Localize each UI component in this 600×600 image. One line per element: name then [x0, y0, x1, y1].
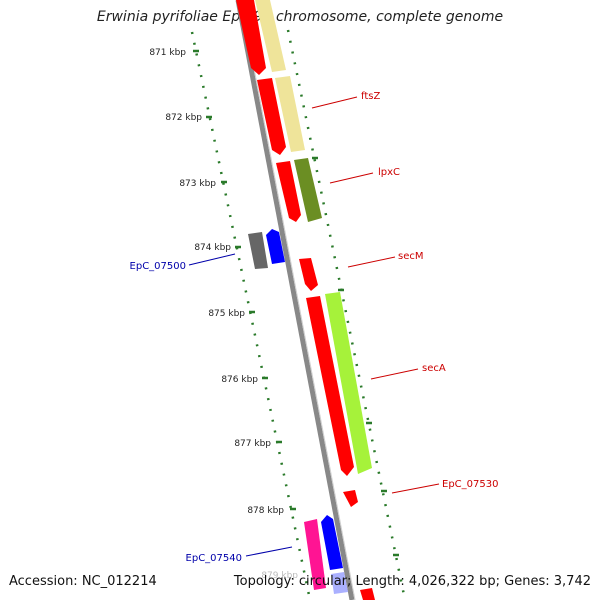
tick-label-876: 876 kbp	[221, 375, 258, 385]
gene-label-EpC_07540[interactable]: EpC_07540	[186, 553, 242, 564]
accession-text: Accession: NC_012214	[9, 574, 157, 589]
EpC_07530-callout	[391, 483, 440, 494]
genome-backbone	[235, 0, 355, 600]
gene-label-EpC_07500[interactable]: EpC_07500	[130, 261, 186, 272]
genome-backbone-shadow	[240, 0, 356, 600]
tick-label-871: 871 kbp	[149, 48, 186, 58]
tick-label-878: 878 kbp	[247, 506, 284, 516]
secM-callout	[347, 256, 396, 268]
secM-cds[interactable]	[299, 258, 318, 291]
tick-label-872: 872 kbp	[165, 113, 202, 123]
gene-label-EpC_07530[interactable]: EpC_07530	[442, 479, 498, 490]
gray-gene[interactable]	[248, 232, 268, 269]
tick-label-875: 875 kbp	[208, 309, 245, 319]
EpC_07530-cds[interactable]	[343, 490, 358, 507]
secA-feature[interactable]	[325, 292, 372, 474]
lpxC-feature[interactable]	[294, 158, 322, 222]
light-blue-gene[interactable]	[331, 572, 348, 594]
right-axis	[286, 29, 407, 600]
map-title: Erwinia pyrifoliae Ep1/96 chromosome, co…	[96, 9, 504, 25]
secA-cds[interactable]	[306, 296, 354, 476]
lpxC-callout	[329, 172, 374, 184]
tick-label-873: 873 kbp	[179, 179, 216, 189]
gene-label-ftsZ[interactable]: ftsZ	[361, 91, 380, 102]
gene-label-secA[interactable]: secA	[422, 363, 446, 374]
pink-gene[interactable]	[304, 519, 326, 590]
EpC_07540-gene[interactable]	[321, 515, 343, 570]
left-major-ticks	[193, 49, 296, 511]
red-cds-1[interactable]	[236, 0, 266, 75]
tick-label-877: 877 kbp	[234, 439, 271, 449]
ftsZ-cds[interactable]	[257, 78, 286, 155]
secA-callout	[370, 368, 419, 380]
tick-label-879: 879 kbp	[261, 571, 298, 581]
genome-summary-text: Topology: circular; Length: 4,026,322 bp…	[233, 574, 591, 589]
EpC_07500-gene[interactable]	[266, 229, 285, 264]
right-major-ticks	[312, 156, 399, 557]
lpxC-cds[interactable]	[276, 161, 301, 222]
ftsZ-callout	[311, 96, 358, 109]
EpC_07500-callout	[188, 253, 236, 266]
gene-label-secM[interactable]: secM	[398, 251, 424, 262]
ftsZ-feature[interactable]	[255, 0, 305, 152]
bottom-red-cds[interactable]	[360, 588, 375, 600]
gene-label-lpxC[interactable]: lpxC	[378, 167, 400, 178]
tick-label-874: 874 kbp	[194, 243, 231, 253]
EpC_07540-callout	[245, 546, 293, 557]
